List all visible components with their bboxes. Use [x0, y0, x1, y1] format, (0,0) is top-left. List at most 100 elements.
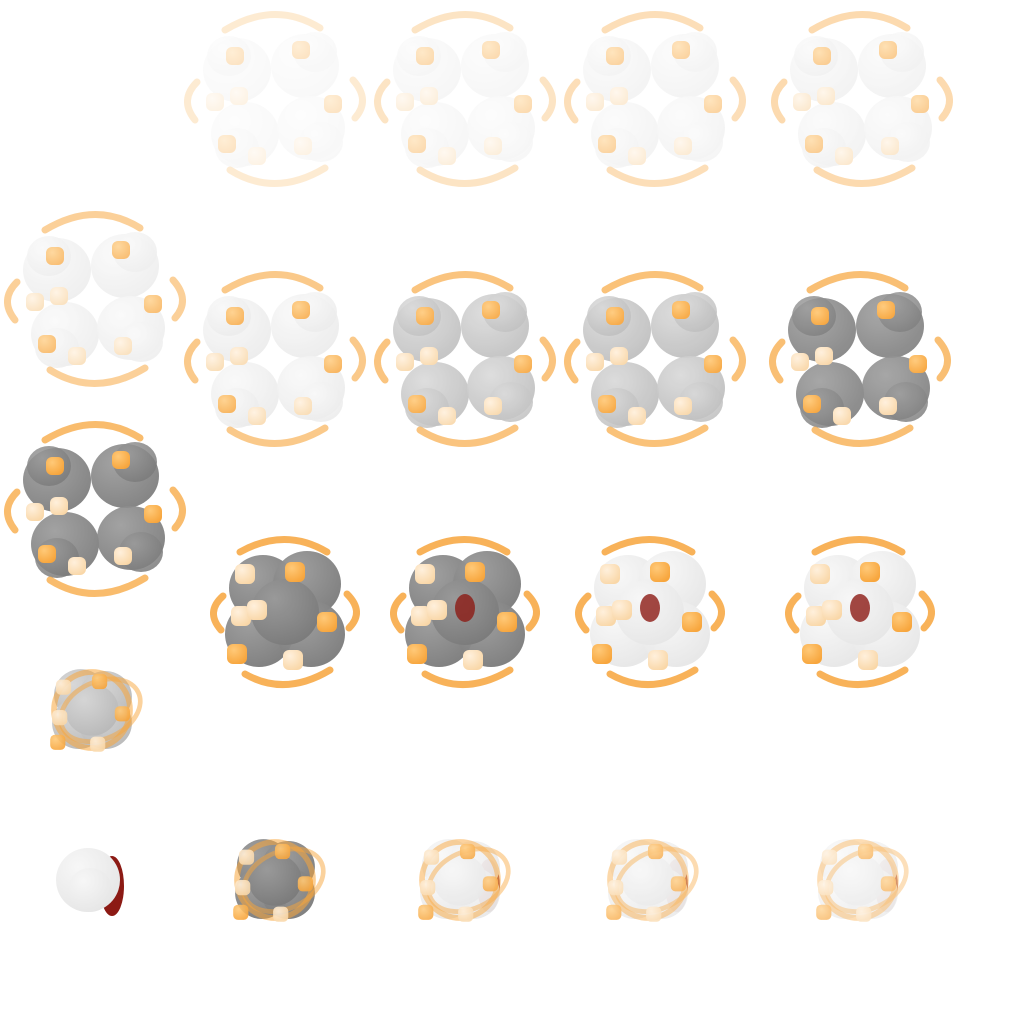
sprite-node: [484, 137, 502, 155]
sprite-node: [648, 843, 664, 860]
sprite-lobe: [248, 854, 302, 906]
sprite-arc: [241, 846, 326, 914]
sprite-arc: [813, 164, 916, 187]
sprite-node: [438, 147, 456, 165]
sprite-lobe: [621, 854, 675, 906]
sprite-node: [821, 849, 838, 865]
sprite-node: [68, 557, 86, 575]
sprite-node: [806, 606, 826, 626]
sprite-frame: [816, 839, 909, 922]
sprite-node: [803, 395, 821, 413]
sprite-node: [55, 679, 72, 695]
sprite-node: [238, 849, 255, 865]
sprite-node: [231, 606, 251, 626]
sprite-node: [592, 644, 612, 664]
sprite-node: [600, 564, 620, 584]
sprite-node: [297, 876, 313, 892]
sprite-node: [816, 904, 832, 920]
sprite-lobe: [433, 854, 487, 906]
sprite-node: [805, 135, 823, 153]
sprite-node: [858, 650, 878, 670]
sprite-frame: [56, 848, 124, 916]
sprite-node: [879, 41, 897, 59]
sprite-node: [292, 301, 310, 319]
sprite-node: [465, 562, 485, 582]
sprite-node: [817, 87, 835, 105]
sprite-node: [911, 95, 929, 113]
sprite-node: [233, 904, 249, 920]
sprite-node: [810, 564, 830, 584]
sprite-node: [206, 93, 224, 111]
sprite-node: [484, 397, 502, 415]
sprite-node: [674, 397, 692, 415]
sprite-node: [273, 906, 289, 922]
sprite-node: [586, 353, 604, 371]
sprite-arc: [426, 846, 511, 914]
sprite-node: [324, 355, 342, 373]
sprite-node: [482, 301, 500, 319]
sprite-frame: [606, 839, 699, 922]
sprite-arc: [226, 424, 329, 447]
sprite-node: [482, 41, 500, 59]
sprite-node: [608, 880, 624, 896]
sprite-node: [672, 301, 690, 319]
sprite-frame: [233, 839, 326, 922]
sprite-arc: [374, 78, 391, 124]
sprite-node: [396, 353, 414, 371]
sprite-arc: [349, 76, 366, 122]
sprite-node: [880, 876, 896, 892]
sprite-node: [909, 355, 927, 373]
sprite-node: [226, 47, 244, 65]
sprite-frame: [50, 669, 143, 752]
sprite-arc: [808, 11, 911, 34]
sprite-arc: [606, 666, 699, 688]
sprite-arc: [416, 164, 519, 187]
sprite-frame: [575, 536, 725, 688]
sprite-arc: [4, 278, 21, 324]
sprite-arc: [769, 338, 786, 384]
sprite-node: [606, 904, 622, 920]
sprite-frame: [184, 11, 366, 187]
sprite-node: [856, 906, 872, 922]
sprite-lobe: [251, 579, 319, 645]
sprite-arc: [614, 846, 699, 914]
sprite-lobe: [68, 868, 112, 912]
sprite-node: [813, 47, 831, 65]
sprite-node: [646, 906, 662, 922]
sprite-node: [46, 247, 64, 265]
sprite-arc: [343, 590, 360, 632]
sprite-arc: [606, 424, 709, 447]
sprite-node: [877, 301, 895, 319]
sprite-arc: [416, 536, 511, 556]
sprite-node: [50, 497, 68, 515]
sprite-arc: [210, 592, 227, 634]
sprite-node: [586, 93, 604, 111]
sprite-frame: [771, 11, 953, 187]
sprite-node: [458, 906, 474, 922]
sprite-arc: [771, 78, 788, 124]
sprite-arc: [816, 666, 909, 688]
sprite-node: [247, 600, 267, 620]
sprite-core: [850, 594, 870, 622]
sprite-node: [114, 547, 132, 565]
sprite-node: [68, 347, 86, 365]
sprite-node: [218, 395, 236, 413]
sprite-node: [235, 880, 251, 896]
sprite-node: [114, 706, 130, 722]
sprite-node: [881, 137, 899, 155]
sprite-frame: [4, 211, 186, 387]
sprite-arc: [729, 76, 746, 122]
sprite-node: [416, 307, 434, 325]
sprite-arc: [221, 11, 324, 34]
sprite-node: [50, 287, 68, 305]
sprite-node: [423, 849, 440, 865]
sprite-node: [610, 87, 628, 105]
sprite-arc: [806, 271, 909, 294]
sprite-node: [407, 644, 427, 664]
sprite-arc: [601, 536, 696, 556]
sprite-node: [206, 353, 224, 371]
sprite-arc: [729, 336, 746, 382]
sprite-node: [235, 564, 255, 584]
sprite-lobe: [831, 854, 885, 906]
